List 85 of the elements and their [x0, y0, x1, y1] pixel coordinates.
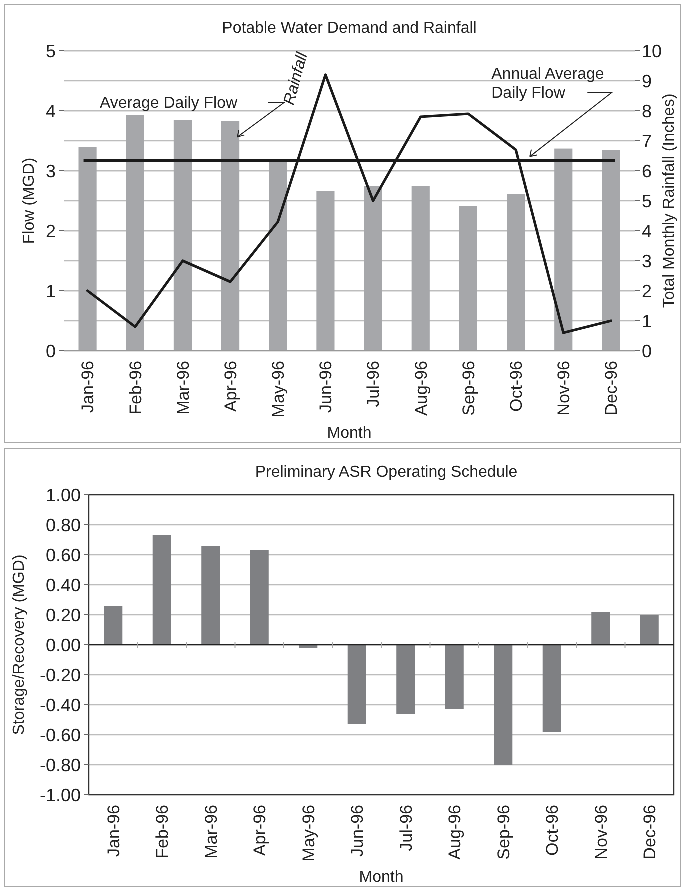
- text: Rainfall: [281, 50, 312, 108]
- y-axis-title: Storage/Recovery (MGD): [11, 554, 28, 736]
- bar: [494, 645, 513, 765]
- y-tick-label: 0: [46, 341, 56, 362]
- y-tick-label: 5: [46, 41, 56, 62]
- x-axis-title: Month: [359, 869, 404, 886]
- bar: [222, 121, 240, 351]
- bar: [202, 546, 220, 645]
- bar: [542, 645, 562, 732]
- bar: [592, 612, 610, 645]
- y-tick-label: 0.00: [46, 635, 81, 656]
- y-tick-label: -0.40: [40, 695, 81, 716]
- bar: [250, 550, 269, 645]
- y-tick-label: 0.80: [46, 515, 81, 536]
- y-tick-label: -1.00: [40, 785, 81, 806]
- x-tick-label: Apr-96: [221, 361, 240, 412]
- y2-axis-title: Total Monthly Rainfall (Inches): [661, 94, 678, 308]
- bar: [459, 206, 478, 351]
- y2-tick-label: 4: [642, 221, 652, 242]
- y-tick-label: 1.00: [46, 485, 81, 506]
- y2-tick-label: 6: [642, 161, 652, 182]
- chart-title: Potable Water Demand and Rainfall: [222, 20, 477, 37]
- bar: [364, 186, 382, 351]
- x-tick-label: May-96: [269, 361, 288, 418]
- bar: [126, 115, 144, 351]
- y-tick-label: 3: [46, 161, 56, 182]
- y2-tick-label: 2: [642, 281, 652, 302]
- y-tick-label: -0.20: [40, 665, 81, 686]
- y2-tick-label: 3: [642, 251, 652, 272]
- y2-tick-label: 5: [642, 191, 652, 212]
- x-tick-label: Nov-96: [592, 805, 611, 860]
- y-tick-label: -0.60: [40, 725, 81, 746]
- x-tick-label: Jan-96: [78, 361, 98, 413]
- x-tick-label: Sep-96: [494, 805, 514, 860]
- x-tick-label: Aug-96: [446, 805, 465, 860]
- y2-tick-label: 9: [642, 71, 652, 92]
- x-tick-label: Jun-96: [348, 805, 368, 857]
- x-tick-label: Aug-96: [412, 361, 431, 416]
- x-tick-label: Apr-96: [250, 805, 270, 856]
- x-tick-label: Feb-96: [126, 361, 146, 415]
- x-tick-label: Sep-96: [459, 361, 478, 416]
- y-axis-title: Flow (MGD): [21, 158, 38, 244]
- x-tick-label: Dec-96: [640, 805, 660, 860]
- bar: [602, 150, 620, 351]
- y2-tick-label: 10: [642, 41, 662, 62]
- y-tick-label: -0.80: [40, 755, 81, 776]
- bar: [396, 645, 416, 714]
- x-tick-label: May-96: [299, 805, 318, 862]
- x-tick-label: Jan-96: [104, 805, 124, 857]
- bar: [640, 615, 659, 645]
- bar: [554, 148, 573, 351]
- chart-title: Preliminary ASR Operating Schedule: [255, 464, 518, 481]
- x-tick-label: Mar-96: [202, 805, 221, 859]
- bar: [412, 186, 430, 351]
- x-axis-title: Month: [327, 425, 372, 442]
- bar: [174, 120, 192, 351]
- y-tick-label: 0.20: [46, 605, 81, 626]
- x-tick-label: Jul-96: [364, 361, 384, 408]
- bar: [152, 536, 172, 645]
- x-tick-label: Dec-96: [602, 361, 622, 416]
- x-tick-label: Oct-96: [543, 805, 562, 856]
- ref-line-label: Annual Average Daily Flow: [492, 66, 604, 102]
- y2-tick-label: 0: [642, 341, 652, 362]
- x-tick-label: Feb-96: [153, 805, 172, 859]
- y-tick-label: 0.60: [46, 545, 81, 566]
- x-tick-label: Mar-96: [174, 361, 193, 415]
- y2-tick-label: 8: [642, 101, 652, 122]
- bar: [507, 194, 526, 351]
- bar: [445, 645, 464, 710]
- bar: [78, 147, 97, 351]
- bar: [316, 191, 335, 351]
- x-tick-label: Oct-96: [506, 361, 526, 412]
- y-tick-label: 4: [46, 101, 56, 122]
- y2-tick-label: 1: [642, 311, 652, 332]
- x-tick-label: Jun-96: [316, 361, 336, 413]
- bar: [348, 645, 366, 724]
- y-tick-label: 1: [46, 281, 56, 302]
- series-label: Average Daily Flow: [100, 95, 238, 112]
- y-tick-label: 2: [46, 221, 56, 242]
- x-tick-label: Jul-96: [396, 805, 416, 852]
- bar: [104, 606, 123, 645]
- x-tick-label: Nov-96: [554, 361, 574, 416]
- y-tick-label: 0.40: [46, 575, 81, 596]
- y2-tick-label: 7: [642, 131, 652, 152]
- bar: [269, 159, 288, 351]
